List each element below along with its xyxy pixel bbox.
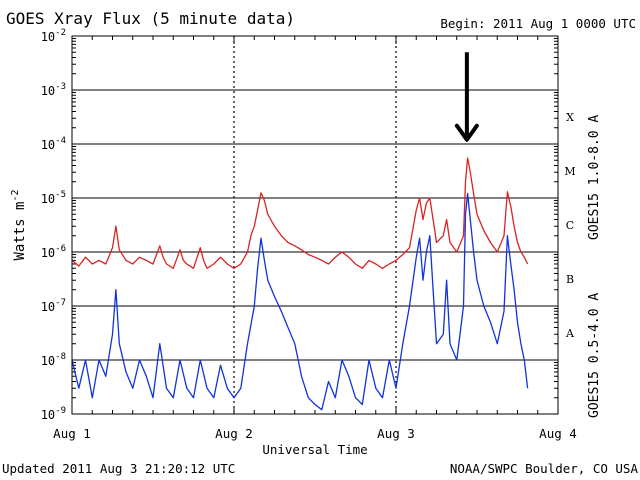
y-axis: 10-910-810-710-610-510-410-310-2 — [41, 28, 558, 422]
class-label-M: M — [564, 165, 575, 178]
y-tick-base: 10 — [41, 84, 55, 98]
y-tick-exp: -5 — [55, 190, 66, 200]
updated-footer: Updated 2011 Aug 3 21:20:12 UTC — [2, 461, 235, 476]
class-label-C: C — [566, 219, 574, 232]
series-line-1 — [71, 193, 529, 411]
y-tick-base: 10 — [41, 354, 55, 368]
y-tick-label: 10-5 — [41, 190, 66, 206]
y-tick-exp: -8 — [55, 352, 66, 362]
chart-title: GOES Xray Flux (5 minute data) — [6, 9, 295, 28]
y-tick-base: 10 — [41, 138, 55, 152]
plot-frame — [71, 35, 559, 415]
y-tick-label: 10-7 — [41, 298, 66, 314]
x-tick-label: Aug 4 — [539, 426, 577, 441]
begin-label: Begin: 2011 Aug 1 0000 UTC — [440, 16, 636, 31]
x-axis-label: Universal Time — [262, 442, 367, 457]
y-tick-label: 10-8 — [41, 352, 66, 368]
y-tick-base: 10 — [41, 192, 55, 206]
x-tick-label: Aug 3 — [377, 426, 415, 441]
y-tick-label: 10-3 — [41, 82, 66, 98]
y-tick-exp: -2 — [55, 28, 66, 38]
y-tick-exp: -3 — [55, 82, 66, 92]
series-line-0 — [71, 157, 529, 269]
class-label-A: A — [565, 327, 575, 340]
class-label-B: B — [566, 273, 574, 286]
x-tick-label: Aug 2 — [215, 426, 253, 441]
y-tick-base: 10 — [41, 30, 55, 44]
y-tick-label: 10-6 — [41, 244, 66, 260]
grid — [72, 36, 558, 414]
y-tick-base: 10 — [41, 300, 55, 314]
series-label-long: GOES15 1.0-8.0 A — [587, 115, 602, 240]
series-lines — [71, 157, 529, 411]
flare-arrow — [454, 52, 479, 142]
class-label-X: X — [566, 111, 574, 124]
y-axis-label: Watts m-2 — [10, 189, 28, 260]
y-axis-label-sup: -2 — [10, 189, 21, 201]
y-tick-exp: -9 — [55, 406, 66, 416]
y-tick-base: 10 — [41, 408, 55, 422]
flare-class-labels: A B C M X — [564, 111, 575, 340]
y-axis-label-text: Watts m — [12, 202, 28, 261]
credit-footer: NOAA/SWPC Boulder, CO USA — [450, 461, 639, 476]
y-tick-base: 10 — [41, 246, 55, 260]
y-tick-exp: -7 — [55, 298, 66, 308]
y-tick-label: 10-9 — [41, 406, 66, 422]
x-axis: Aug 1 Aug 2 Aug 3 Aug 4 — [53, 36, 577, 441]
y-tick-exp: -6 — [55, 244, 66, 254]
y-tick-exp: -4 — [55, 136, 66, 146]
x-tick-label: Aug 1 — [53, 426, 91, 441]
arrow-head — [454, 123, 479, 142]
series-label-short: GOES15 0.5-4.0 A — [587, 293, 602, 418]
y-tick-label: 10-2 — [41, 28, 66, 44]
y-tick-label: 10-4 — [41, 136, 66, 152]
